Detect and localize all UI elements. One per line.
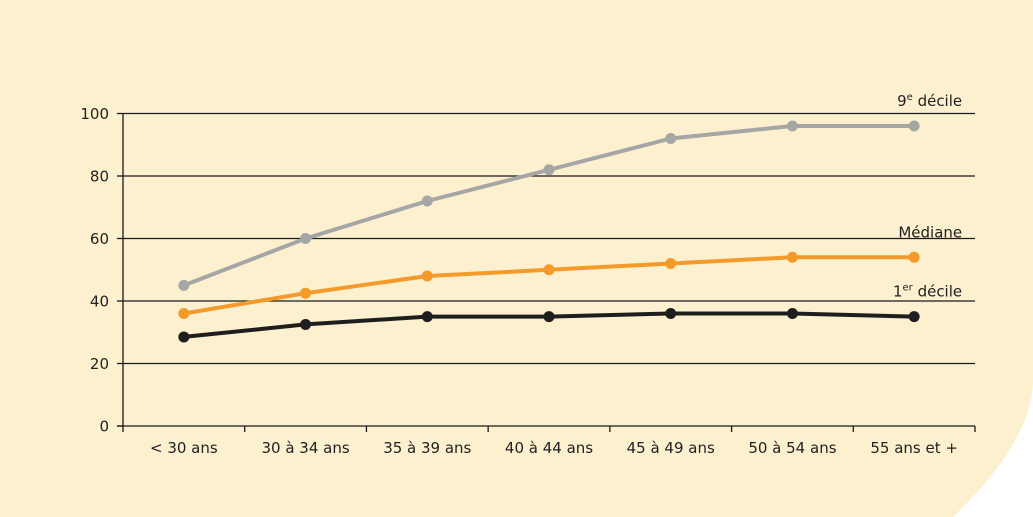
y-tick-label: 40	[90, 293, 109, 311]
series-label-first: 1er décile	[893, 283, 962, 301]
gridlines	[123, 112, 975, 365]
x-tick-label: 45 à 49 ans	[627, 439, 715, 457]
y-tick-label: 20	[90, 355, 109, 373]
data-point-ninth	[543, 164, 555, 176]
data-point-median	[908, 251, 920, 263]
data-point-median	[421, 270, 433, 282]
series-label-ninth: 9e décile	[897, 92, 962, 110]
y-tick-label: 0	[99, 418, 109, 436]
data-point-first	[300, 318, 312, 330]
data-point-median	[786, 251, 798, 263]
data-point-ninth	[786, 120, 798, 132]
y-tick-label: 60	[90, 230, 109, 248]
data-point-ninth	[908, 120, 920, 132]
x-tick-label: 35 à 39 ans	[383, 439, 471, 457]
data-point-first	[543, 311, 555, 323]
x-tick-label: 30 à 34 ans	[261, 439, 349, 457]
data-point-first	[908, 311, 920, 323]
data-point-ninth	[178, 279, 190, 291]
x-tick-label: 40 à 44 ans	[505, 439, 593, 457]
data-point-first	[786, 308, 798, 319]
y-tick-label: 80	[90, 168, 109, 186]
data-point-ninth	[421, 195, 433, 207]
series-labels: 9e décile Médiane 1er décile	[893, 92, 962, 301]
x-tick-label: 55 ans et +	[870, 439, 958, 457]
x-tick-label: 50 à 54 ans	[748, 439, 836, 457]
data-point-median	[665, 258, 677, 269]
axes: 0 20 40 60 80 100 < 30 ans 30 à 34 ans 35 à 39 a…	[80, 105, 976, 457]
data-point-first	[178, 331, 190, 343]
data-point-ninth	[665, 133, 677, 144]
data-point-median	[543, 264, 555, 276]
data-point-median	[300, 287, 312, 299]
data-point-first	[421, 311, 433, 323]
series-lines	[178, 120, 920, 343]
series-label-median: Médiane	[898, 223, 962, 241]
x-tick-label: < 30 ans	[150, 439, 218, 457]
data-point-median	[178, 308, 190, 319]
data-point-first	[665, 308, 677, 319]
y-tick-label: 100	[80, 105, 109, 123]
data-point-ninth	[300, 233, 312, 244]
